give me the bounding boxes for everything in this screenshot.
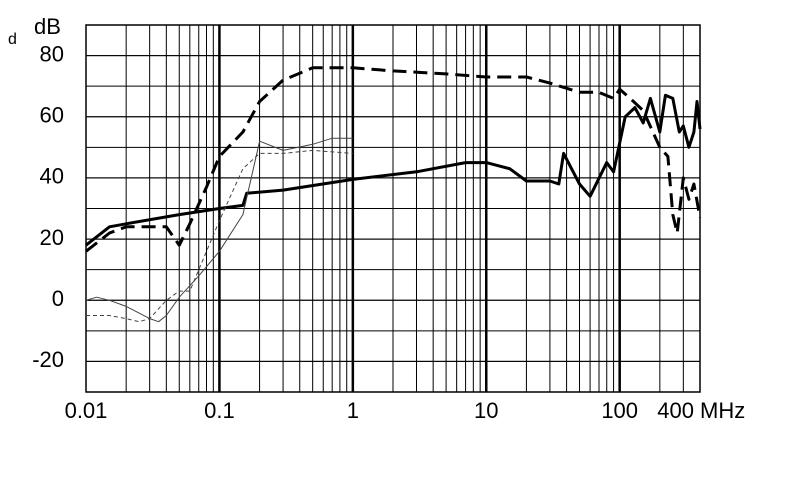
x-tick-label: 0.01: [65, 398, 108, 423]
data-line: [85, 137, 353, 323]
y-tick-label: 0: [52, 286, 64, 311]
x-axis-label: MHz: [700, 398, 745, 423]
x-tick-label: 0.1: [204, 398, 235, 423]
y-tick-label: 40: [40, 164, 64, 189]
data-line: [85, 93, 702, 247]
y-tick-label: -20: [32, 347, 64, 372]
annotation: d: [8, 31, 17, 48]
x-tick-label: 1: [347, 398, 359, 423]
y-tick-label: 60: [40, 103, 64, 128]
data-line: [86, 149, 353, 323]
y-tick-label: 20: [40, 225, 64, 250]
x-tick-label: 400: [657, 398, 694, 423]
x-tick-label: 10: [474, 398, 498, 423]
data-line: [85, 66, 702, 253]
y-axis-label: dB: [34, 14, 61, 39]
x-tick-label: 100: [601, 398, 638, 423]
y-tick-label: 80: [40, 41, 64, 66]
plot-frame: [85, 24, 701, 393]
